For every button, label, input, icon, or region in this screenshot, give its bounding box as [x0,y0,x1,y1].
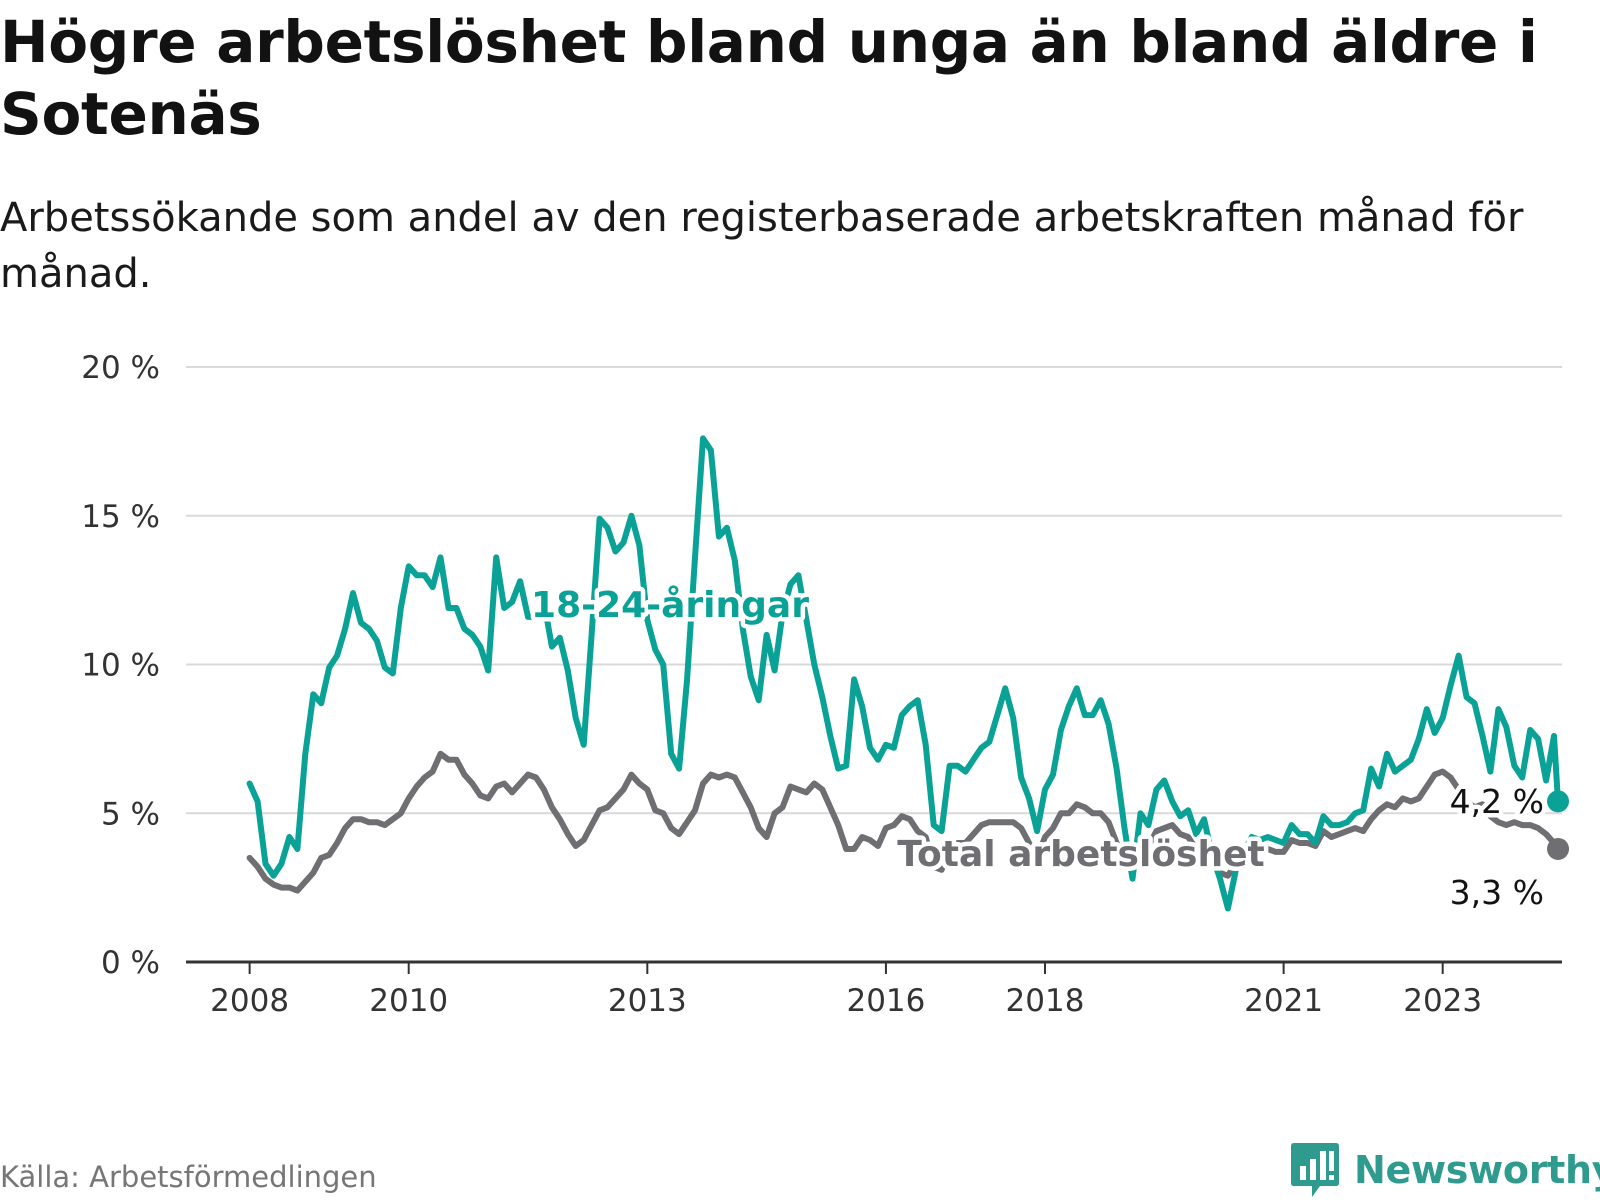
brand-logo[interactable]: Newsworthy [1290,1140,1600,1200]
y-tick-label: 10 % [81,648,160,684]
y-tick-label: 5 % [101,796,160,832]
x-axis-ticks: 2008 2010 2013 2016 2018 2021 2023 [186,960,1562,1019]
series-line-total [246,750,1561,894]
series-label-youth: 18-24-åringar [531,585,809,626]
x-tick-label: 2018 [1006,983,1085,1019]
endpoint-dot-youth [1547,790,1570,813]
chart-subtitle: Arbetssökande som andel av den registerb… [0,195,1524,297]
x-tick-label: 2023 [1403,983,1482,1019]
series-labels: 18-24-åringar Total arbetslöshet 4,2 % 3,3 … [527,581,1549,917]
x-tick-label: 2008 [210,983,289,1019]
chart-title: Högre arbetslöshet bland unga än bland ä… [0,8,1538,148]
x-tick-label: 2016 [846,983,925,1019]
series-lines [246,435,1570,912]
y-tick-label: 20 % [81,350,160,386]
y-axis-ticks: 0 % 5 % 10 % 15 % 20 % [81,350,160,981]
y-tick-label: 0 % [101,945,160,981]
source-note: Källa: Arbetsförmedlingen [0,1160,377,1194]
series-line-youth [246,435,1561,912]
series-label-total: Total arbetslöshet [897,834,1265,875]
end-value-total: 3,3 % [1450,873,1544,912]
gridlines [186,366,1562,815]
brand-name: Newsworthy [1354,1148,1600,1192]
line-chart: 0 %5 %10 %15 %20 % 2008 2010 2013 2016 2018 2… [81,350,1570,1019]
x-tick-label: 2013 [608,983,687,1019]
newsworthy-icon [1291,1143,1339,1197]
y-tick-label: 15 % [81,499,160,535]
x-tick-label: 2021 [1244,983,1323,1019]
x-tick-label: 2010 [369,983,448,1019]
endpoint-dot-total [1547,837,1570,860]
end-value-youth: 4,2 % [1450,782,1544,821]
